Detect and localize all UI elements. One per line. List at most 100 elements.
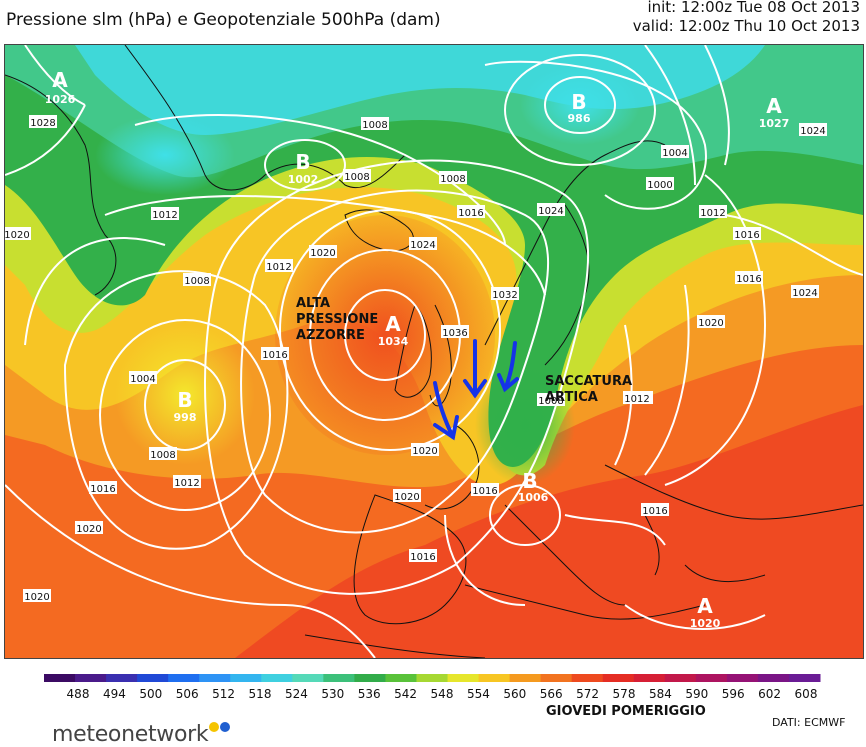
arctic-trough-label: SACCATURA ARTICA — [545, 374, 633, 405]
colorbar-tick-label: 500 — [139, 687, 162, 701]
svg-text:1020: 1020 — [310, 248, 335, 259]
colorbar-swatch — [168, 674, 200, 682]
isobar-label: 1016 — [89, 481, 117, 495]
colorbar-swatch — [354, 674, 386, 682]
colorbar-tick-label: 542 — [394, 687, 417, 701]
colorbar-swatch — [602, 674, 635, 682]
valid-time: valid: 12:00z Thu 10 Oct 2013 — [632, 17, 860, 35]
colorbar-tick-label: 512 — [212, 687, 235, 701]
isobar-label: 1008 — [537, 393, 565, 407]
svg-text:1032: 1032 — [492, 290, 517, 301]
center-value: 998 — [174, 411, 197, 424]
isobar-label: 1012 — [623, 391, 651, 405]
isobar-label: 1020 — [309, 245, 337, 259]
svg-text:1000: 1000 — [647, 180, 672, 191]
map-title: Pressione slm (hPa) e Geopotenziale 500h… — [6, 10, 441, 30]
center-value: 1026 — [45, 93, 76, 106]
svg-text:1012: 1012 — [266, 262, 291, 273]
colorbar-swatch — [323, 674, 355, 682]
colorbar-tick-label: 506 — [176, 687, 199, 701]
svg-text:1020: 1020 — [412, 446, 437, 457]
geopotential-colorbar: 488 494 500 506 512 518 524 530 536 542 548 554 560 5… — [44, 674, 821, 701]
colorbar-swatch — [292, 674, 324, 682]
colorbar-tick-label: 536 — [358, 687, 381, 701]
colorbar-tick-label: 494 — [103, 687, 126, 701]
isobar-label: 1008 — [361, 117, 389, 131]
svg-text:1012: 1012 — [700, 208, 725, 219]
colorbar-tick-label: 548 — [431, 687, 454, 701]
isobar-label: 1036 — [441, 325, 469, 339]
pressure-centers: A 1026 B 986 A 1027 B 1002 A 1034 B 998 … — [45, 68, 790, 630]
colorbar-tick-label: 488 — [67, 687, 90, 701]
colorbar-swatch — [664, 674, 697, 682]
svg-text:1016: 1016 — [90, 484, 115, 495]
isobar-label: 1024 — [799, 123, 827, 137]
center-value: 1006 — [518, 491, 549, 504]
isobar-labels: 1008 1008 1008 1004 1000 1012 1016 1020 1024 1028… — [5, 115, 827, 603]
logo-dot-icon — [209, 722, 220, 732]
isobar-label: 1020 — [23, 589, 51, 603]
forecast-period-label: GIOVEDI POMERIGGIO — [546, 704, 706, 719]
logo-dot-icon — [220, 722, 231, 732]
colorbar-tick-label: 572 — [576, 687, 599, 701]
isobar-label: 1004 — [129, 371, 157, 385]
azores-high-label: ALTA PRESSIONE AZZORRE — [296, 296, 379, 343]
svg-text:1012: 1012 — [174, 478, 199, 489]
colorbar-swatch — [106, 674, 138, 682]
isobar-label: 1012 — [151, 207, 179, 221]
arrow-icon — [497, 341, 519, 393]
svg-text:1004: 1004 — [130, 374, 155, 385]
weather-map: A 1026 B 986 A 1027 B 1002 A 1034 B 998 … — [4, 44, 864, 659]
svg-text:1036: 1036 — [442, 328, 467, 339]
init-time: init: 12:00z Tue 08 Oct 2013 — [647, 0, 860, 16]
center-letter: B — [571, 90, 586, 114]
center-value: 1034 — [378, 335, 409, 348]
isobar-label: 1008 — [149, 447, 177, 461]
center-letter: A — [385, 312, 401, 336]
data-source: DATI: ECMWF — [772, 716, 846, 729]
field-low-cyan — [520, 65, 640, 145]
colorbar-tick-label: 602 — [758, 687, 781, 701]
svg-text:1008: 1008 — [362, 120, 387, 131]
isobar-label: 1016 — [261, 347, 289, 361]
colorbar-swatch — [447, 674, 480, 682]
colorbar-tick-label: 584 — [649, 687, 672, 701]
isobar-label: 1016 — [409, 549, 437, 563]
colorbar-tick-label: 596 — [722, 687, 745, 701]
svg-text:1024: 1024 — [800, 126, 825, 137]
isobar-label: 1012 — [173, 475, 201, 489]
isobars — [5, 45, 863, 658]
colorbar-swatch — [416, 674, 449, 682]
colorbar-swatch — [75, 674, 107, 682]
colorbar-tick-label: 590 — [685, 687, 708, 701]
svg-text:1016: 1016 — [642, 506, 667, 517]
svg-text:1020: 1020 — [698, 318, 723, 329]
center-letter: A — [697, 594, 713, 618]
svg-text:1016: 1016 — [410, 552, 435, 563]
svg-text:1012: 1012 — [152, 210, 177, 221]
colorbar-tick-label: 578 — [613, 687, 636, 701]
isobar-label: 1012 — [699, 205, 727, 219]
colorbar-swatch — [230, 674, 262, 682]
svg-text:1004: 1004 — [662, 148, 687, 159]
svg-text:1008: 1008 — [150, 450, 175, 461]
svg-text:1008: 1008 — [184, 276, 209, 287]
center-letter: A — [52, 68, 68, 92]
isobar-label: 1016 — [641, 503, 669, 517]
isobar-label: 1004 — [661, 145, 689, 159]
isobar-label: 1024 — [537, 203, 565, 217]
isobar-label: 1012 — [265, 259, 293, 273]
svg-text:1020: 1020 — [394, 492, 419, 503]
center-letter: B — [177, 388, 192, 412]
svg-text:1020: 1020 — [76, 524, 101, 535]
colorbar-swatch — [261, 674, 293, 682]
isobar-label: 1008 — [183, 273, 211, 287]
svg-text:1016: 1016 — [734, 230, 759, 241]
colorbar-swatch — [726, 674, 759, 682]
colorbar-swatch — [540, 674, 573, 682]
arrow-icon — [433, 381, 459, 441]
center-letter: B — [295, 150, 310, 174]
colorbar-swatch — [199, 674, 231, 682]
svg-text:1020: 1020 — [24, 592, 49, 603]
svg-text:1028: 1028 — [30, 118, 55, 129]
